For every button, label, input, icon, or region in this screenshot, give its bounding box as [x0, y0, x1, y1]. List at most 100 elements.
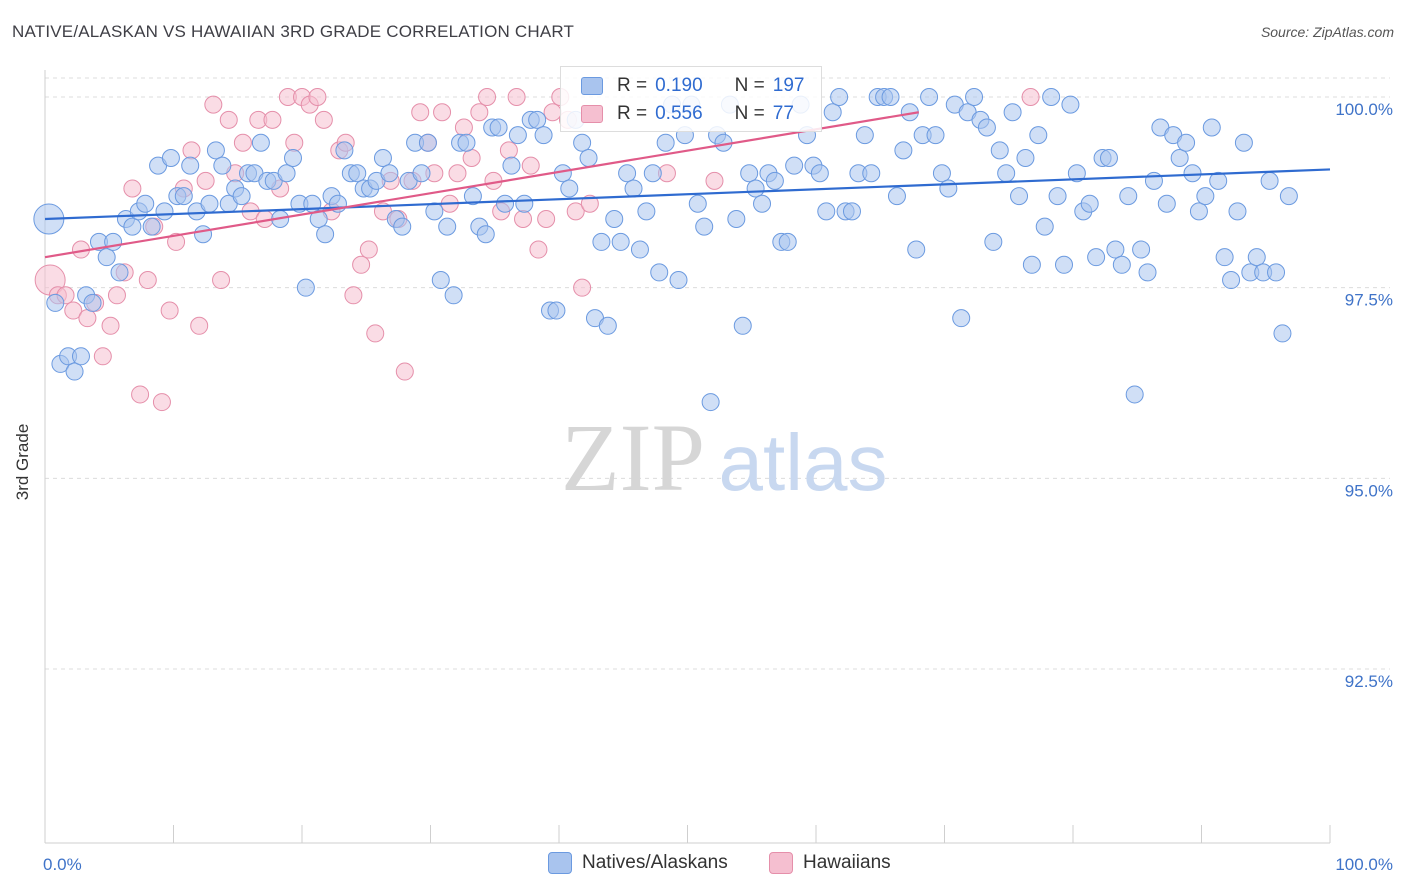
- natives-point: [444, 286, 463, 305]
- natives-trend-line: [44, 168, 1331, 221]
- hawaiians-point: [537, 210, 556, 229]
- natives-point: [1125, 385, 1144, 404]
- natives-point: [1183, 164, 1202, 183]
- natives-point: [1273, 324, 1292, 343]
- natives-point: [1029, 126, 1048, 145]
- natives-point: [418, 133, 437, 152]
- natives-point: [1048, 187, 1067, 206]
- natives-point: [842, 202, 861, 221]
- natives-point: [1099, 149, 1118, 168]
- natives-point: [1106, 240, 1125, 259]
- natives-point: [862, 164, 881, 183]
- natives-point: [71, 347, 90, 366]
- natives-point: [753, 194, 772, 213]
- y-tick-label: 100.0%: [1335, 100, 1393, 119]
- natives-point: [534, 126, 553, 145]
- hawaiians-point: [454, 118, 473, 137]
- natives-point: [984, 232, 1003, 251]
- natives-point: [251, 133, 270, 152]
- hawaiians-point: [580, 194, 599, 213]
- hawaiians-point: [93, 347, 112, 366]
- natives-point: [592, 232, 611, 251]
- natives-point: [1215, 248, 1234, 267]
- hawaiians-point: [190, 316, 209, 335]
- natives-point: [412, 164, 431, 183]
- hawaiians-point: [285, 133, 304, 152]
- source-label: Source: ZipAtlas.com: [1260, 24, 1394, 40]
- watermark-atlas: atlas: [719, 418, 888, 507]
- natives-point: [1170, 149, 1189, 168]
- chart-title: NATIVE/ALASKAN VS HAWAIIAN 3RD GRADE COR…: [12, 22, 575, 41]
- hawaiians-point: [196, 171, 215, 190]
- natives-point: [952, 309, 971, 328]
- natives-point: [907, 240, 926, 259]
- natives-point: [727, 210, 746, 229]
- stats-legend: R = 0.190 N = 197 R = 0.556 N = 77: [560, 66, 822, 132]
- natives-point: [1228, 202, 1247, 221]
- natives-point: [502, 156, 521, 175]
- natives-point: [1042, 88, 1061, 106]
- natives-point: [598, 316, 617, 335]
- natives-point: [1260, 171, 1279, 190]
- hawaiians-point: [705, 171, 724, 190]
- natives-point: [695, 217, 714, 236]
- natives-point: [920, 88, 939, 106]
- natives-point: [887, 187, 906, 206]
- natives-point: [1138, 263, 1157, 282]
- hawaiians-point: [78, 309, 97, 328]
- legend-item-hawaiians[interactable]: Hawaiians: [769, 852, 891, 874]
- natives-point: [611, 232, 630, 251]
- natives-point: [810, 164, 829, 183]
- natives-r-value: 0.190: [655, 75, 703, 96]
- natives-point: [97, 248, 116, 267]
- natives-point: [688, 194, 707, 213]
- hawaiians-point: [160, 301, 179, 320]
- natives-legend-swatch: [548, 852, 572, 874]
- hawaiians-point: [344, 286, 363, 305]
- natives-point: [348, 164, 367, 183]
- hawaiians-point: [212, 271, 231, 290]
- natives-point: [1157, 194, 1176, 213]
- natives-point: [1209, 171, 1228, 190]
- natives-point: [823, 103, 842, 122]
- natives-point: [637, 202, 656, 221]
- natives-point: [284, 149, 303, 168]
- y-tick-label: 97.5%: [1345, 291, 1393, 310]
- hawaiians-point: [1021, 88, 1040, 106]
- r-label: R =: [617, 75, 648, 96]
- natives-point: [701, 393, 720, 412]
- natives-point: [425, 202, 444, 221]
- natives-point: [1067, 164, 1086, 183]
- hawaiians-point: [352, 255, 371, 274]
- hawaiians-point: [514, 210, 533, 229]
- natives-point: [335, 141, 354, 160]
- stats-row-hawaiians: R = 0.556 N = 77: [581, 102, 794, 126]
- hawaiians-point: [411, 103, 430, 122]
- natives-point: [1022, 255, 1041, 274]
- natives-point: [656, 133, 675, 152]
- natives-point: [1087, 248, 1106, 267]
- natives-point: [463, 187, 482, 206]
- hawaiians-point: [499, 141, 518, 160]
- natives-point: [232, 187, 251, 206]
- natives-point: [181, 156, 200, 175]
- natives-point: [508, 126, 527, 145]
- natives-point: [1016, 149, 1035, 168]
- natives-n-value: 197: [772, 75, 805, 96]
- hawaiians-point: [507, 88, 526, 106]
- natives-point: [438, 217, 457, 236]
- hawaiians-point: [448, 164, 467, 183]
- natives-point: [200, 194, 219, 213]
- natives-point: [142, 217, 161, 236]
- n-label: N =: [734, 75, 765, 96]
- natives-point: [643, 164, 662, 183]
- natives-points: [33, 88, 1298, 412]
- natives-point: [161, 149, 180, 168]
- x-tick-label: 0.0%: [43, 855, 82, 874]
- natives-point: [1267, 263, 1286, 282]
- natives-point: [669, 271, 688, 290]
- hawaiians-point: [470, 103, 489, 122]
- natives-point: [155, 202, 174, 221]
- legend-item-natives[interactable]: Natives/Alaskans: [548, 852, 728, 874]
- natives-point: [489, 118, 508, 137]
